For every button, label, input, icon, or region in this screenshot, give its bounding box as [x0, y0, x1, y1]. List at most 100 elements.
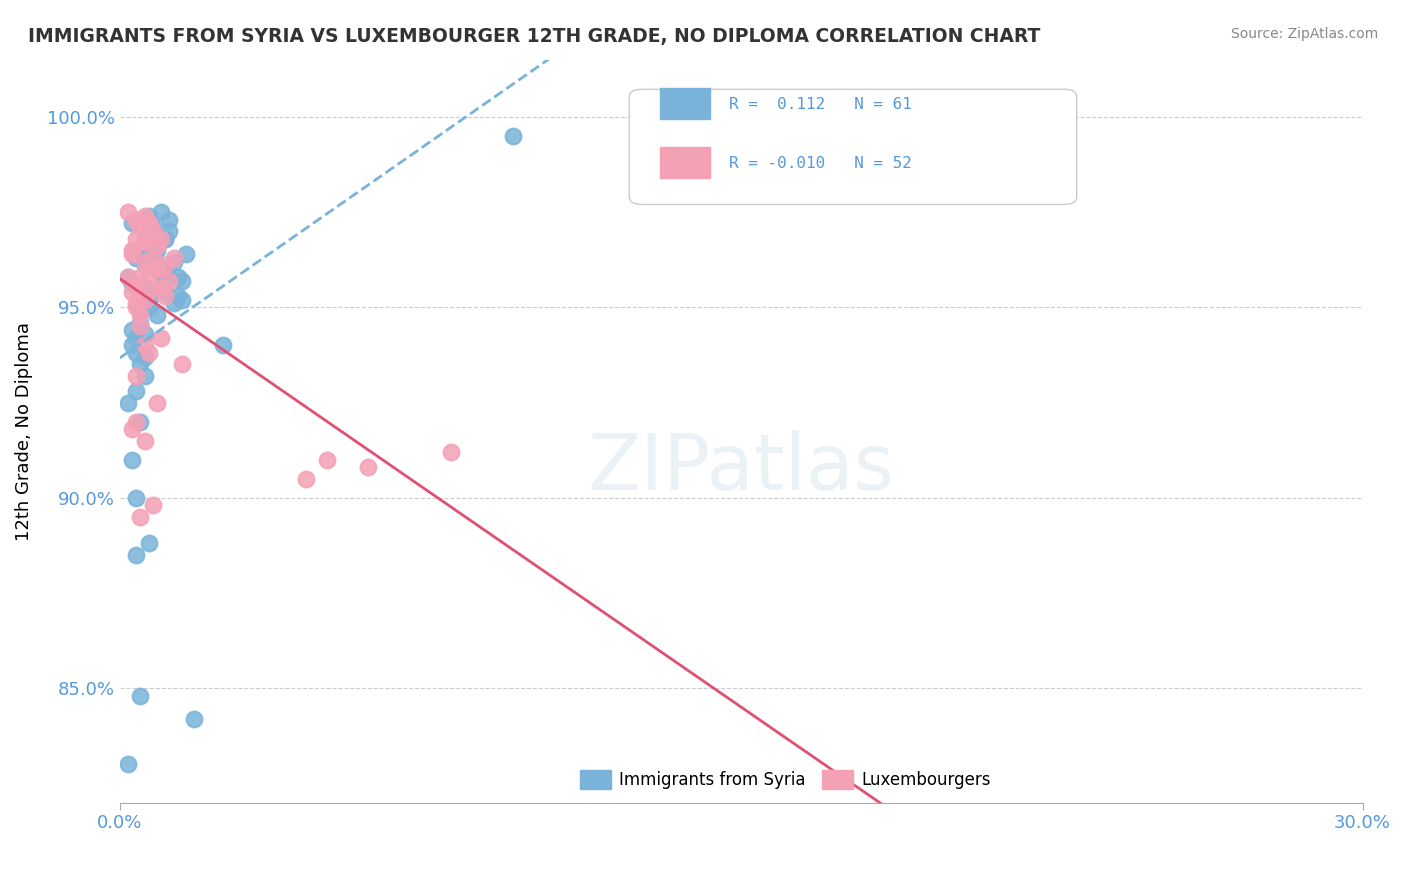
- Point: [117, 269, 139, 284]
- Point: [125, 331, 148, 345]
- Point: [121, 338, 143, 352]
- Text: IMMIGRANTS FROM SYRIA VS LUXEMBOURGER 12TH GRADE, NO DIPLOMA CORRELATION CHART: IMMIGRANTS FROM SYRIA VS LUXEMBOURGER 12…: [28, 27, 1040, 45]
- Point: [183, 712, 205, 726]
- FancyBboxPatch shape: [630, 89, 1077, 204]
- Point: [170, 293, 193, 307]
- Point: [134, 258, 156, 272]
- Point: [129, 319, 152, 334]
- Point: [138, 293, 160, 307]
- Point: [125, 300, 148, 314]
- Point: [125, 368, 148, 383]
- Point: [150, 281, 173, 295]
- Point: [138, 346, 160, 360]
- Point: [174, 247, 197, 261]
- Point: [142, 235, 165, 250]
- Point: [129, 316, 152, 330]
- Point: [138, 300, 160, 314]
- Point: [162, 296, 184, 310]
- Point: [129, 289, 152, 303]
- Text: Source: ZipAtlas.com: Source: ZipAtlas.com: [1230, 27, 1378, 41]
- Point: [117, 205, 139, 219]
- Point: [134, 338, 156, 352]
- Point: [212, 338, 235, 352]
- Point: [142, 235, 165, 250]
- Point: [159, 224, 181, 238]
- Point: [138, 216, 160, 230]
- Point: [146, 262, 169, 277]
- Point: [142, 499, 165, 513]
- Point: [155, 289, 177, 303]
- Point: [121, 814, 143, 829]
- Point: [129, 243, 152, 257]
- Point: [142, 227, 165, 242]
- Point: [134, 434, 156, 448]
- Point: [121, 216, 143, 230]
- Point: [125, 232, 148, 246]
- Point: [125, 415, 148, 429]
- Point: [134, 293, 156, 307]
- Point: [440, 445, 463, 459]
- Point: [142, 281, 165, 295]
- Point: [146, 243, 169, 257]
- Text: R = -0.010   N = 52: R = -0.010 N = 52: [728, 156, 911, 171]
- Point: [155, 285, 177, 299]
- Point: [125, 491, 148, 505]
- Point: [129, 304, 152, 318]
- Y-axis label: 12th Grade, No Diploma: 12th Grade, No Diploma: [15, 322, 32, 541]
- Point: [117, 269, 139, 284]
- Point: [142, 224, 165, 238]
- Point: [142, 251, 165, 265]
- Point: [138, 209, 160, 223]
- Point: [159, 269, 181, 284]
- Point: [125, 384, 148, 398]
- Point: [146, 395, 169, 409]
- Point: [134, 368, 156, 383]
- Point: [121, 285, 143, 299]
- Text: R =  0.112   N = 61: R = 0.112 N = 61: [728, 96, 911, 112]
- Point: [129, 509, 152, 524]
- Point: [134, 281, 156, 295]
- Point: [142, 224, 165, 238]
- Point: [138, 266, 160, 280]
- Point: [159, 274, 181, 288]
- Point: [146, 262, 169, 277]
- Text: Luxembourgers: Luxembourgers: [862, 771, 991, 789]
- Point: [129, 220, 152, 235]
- Point: [155, 258, 177, 272]
- Point: [357, 460, 380, 475]
- Point: [138, 227, 160, 242]
- Text: Immigrants from Syria: Immigrants from Syria: [620, 771, 806, 789]
- Point: [125, 212, 148, 227]
- Point: [150, 331, 173, 345]
- Point: [170, 274, 193, 288]
- Point: [146, 258, 169, 272]
- Point: [502, 128, 524, 143]
- Point: [134, 239, 156, 253]
- Point: [129, 319, 152, 334]
- Point: [146, 239, 169, 253]
- Point: [134, 209, 156, 223]
- Point: [155, 232, 177, 246]
- Point: [134, 235, 156, 250]
- Point: [150, 266, 173, 280]
- Point: [134, 326, 156, 341]
- Point: [121, 323, 143, 337]
- Point: [129, 415, 152, 429]
- Point: [121, 422, 143, 436]
- Point: [125, 277, 148, 292]
- Point: [121, 243, 143, 257]
- Point: [125, 251, 148, 265]
- Point: [159, 212, 181, 227]
- Point: [125, 548, 148, 562]
- Point: [150, 205, 173, 219]
- Point: [134, 254, 156, 268]
- Point: [138, 216, 160, 230]
- Point: [138, 536, 160, 550]
- Point: [150, 281, 173, 295]
- Point: [125, 346, 148, 360]
- Point: [134, 235, 156, 250]
- Point: [129, 689, 152, 703]
- Point: [155, 232, 177, 246]
- Bar: [579, 770, 610, 789]
- Bar: [823, 770, 853, 789]
